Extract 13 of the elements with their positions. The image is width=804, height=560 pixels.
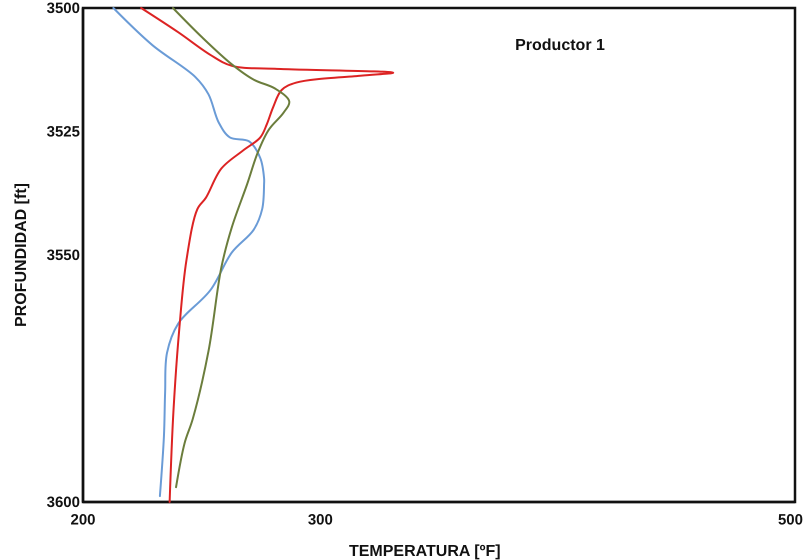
x-tick-label: 300 xyxy=(308,512,333,529)
y-tick-label: 3500 xyxy=(46,0,80,17)
line-series xyxy=(112,7,266,498)
y-tick-label: 3550 xyxy=(46,246,80,264)
x-axis-title: TEMPERATURA [ºF] xyxy=(348,543,501,560)
line-series xyxy=(140,7,394,503)
line-series xyxy=(172,7,290,488)
y-tick-label: 3600 xyxy=(46,494,80,511)
x-tick-label: 200 xyxy=(70,512,96,529)
y-tick-label: 3525 xyxy=(46,123,80,140)
y-axis-title: PROFUNDIDAD [ft] xyxy=(13,183,30,327)
x-tick-label: 500 xyxy=(778,512,803,529)
text: Productor 1 xyxy=(515,37,605,54)
